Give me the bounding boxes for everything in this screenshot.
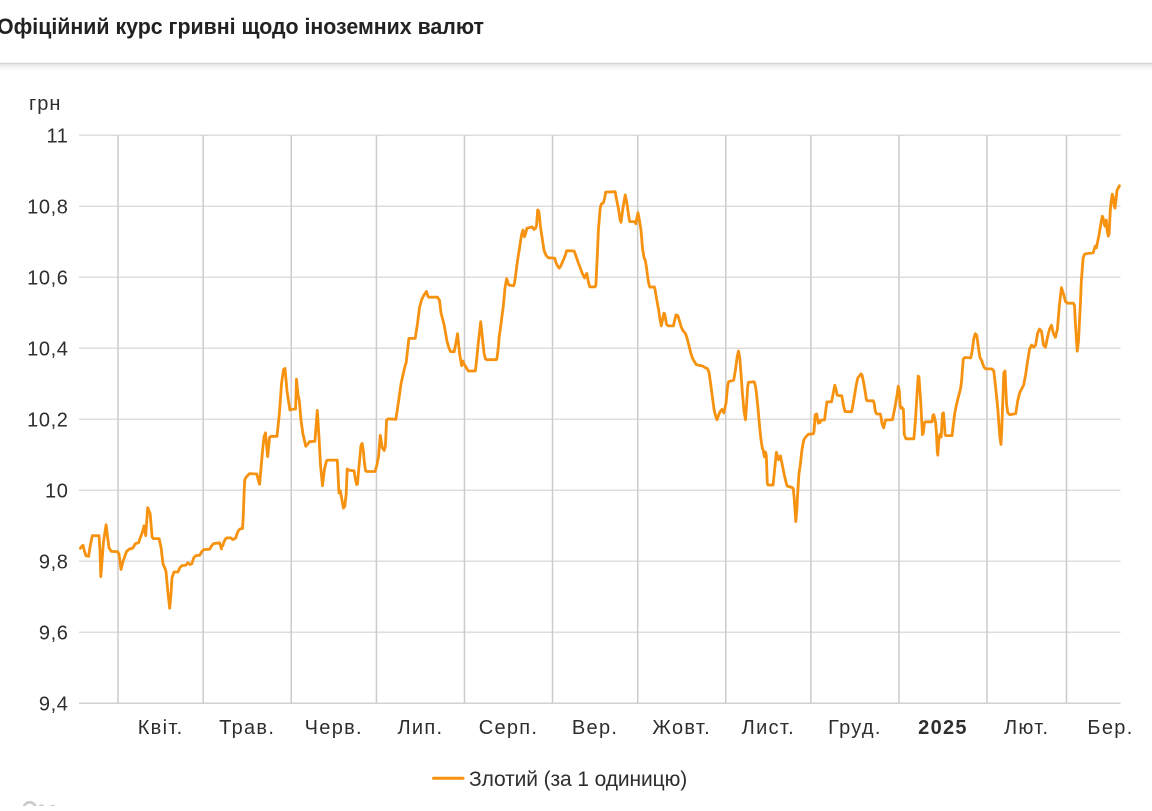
svg-text:Вер.: Вер.	[572, 717, 618, 739]
svg-text:Жовт.: Жовт.	[652, 717, 711, 739]
svg-text:9,6: 9,6	[39, 622, 69, 644]
svg-text:Серп.: Серп.	[479, 717, 539, 739]
svg-text:Лист.: Лист.	[742, 717, 795, 739]
svg-text:10,6: 10,6	[27, 267, 68, 289]
svg-text:Черв.: Черв.	[305, 717, 363, 739]
svg-text:Бер.: Бер.	[1087, 717, 1133, 739]
svg-text:Груд.: Груд.	[828, 717, 882, 739]
svg-text:9,8: 9,8	[39, 551, 69, 573]
svg-text:грн: грн	[29, 93, 61, 115]
svg-text:Лют.: Лют.	[1004, 717, 1049, 739]
svg-text:10,2: 10,2	[27, 409, 68, 431]
svg-text:10: 10	[45, 480, 68, 502]
svg-text:2025: 2025	[918, 717, 968, 739]
svg-text:10,4: 10,4	[27, 338, 68, 360]
svg-text:Офіційний курс гривні щодо іно: Офіційний курс гривні щодо іноземних вал…	[0, 14, 484, 39]
svg-text:Злотий (за 1 одиницю): Злотий (за 1 одиницю)	[469, 768, 687, 791]
svg-text:Квіт.: Квіт.	[138, 717, 184, 739]
svg-text:11: 11	[47, 125, 69, 147]
svg-text:10,8: 10,8	[27, 196, 68, 218]
svg-text:Трав.: Трав.	[219, 717, 275, 739]
svg-text:Лип.: Лип.	[397, 717, 443, 739]
svg-text:9,4: 9,4	[39, 693, 69, 715]
